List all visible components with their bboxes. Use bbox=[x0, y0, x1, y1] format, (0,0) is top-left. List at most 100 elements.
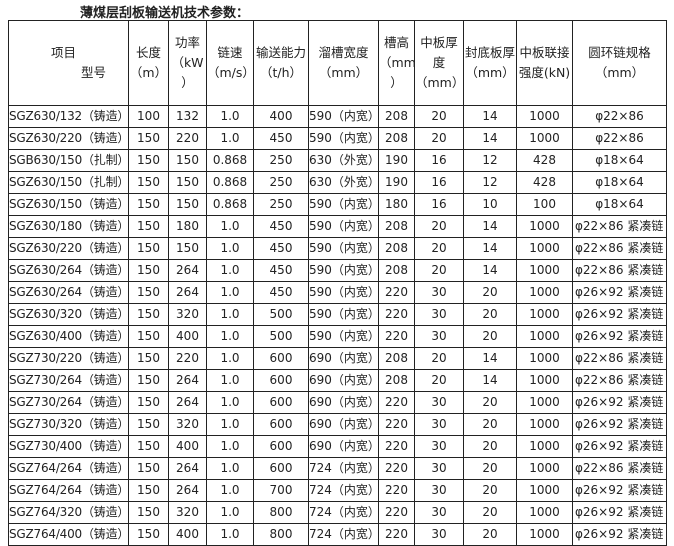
cell-joint-strength: 1000 bbox=[516, 237, 573, 260]
cell-middle-plate: 16 bbox=[414, 171, 464, 194]
table-row: SGZ630/220（铸造） 150 220 1.0 450 590（内宽） 208 20 14… bbox=[8, 127, 667, 150]
header-line: 功率 bbox=[174, 35, 200, 50]
cell-length: 150 bbox=[128, 193, 169, 216]
table-row: SGZ630/132（铸造） 100 132 1.0 400 590（内宽） 208 20 14… bbox=[8, 105, 667, 128]
cell-length: 150 bbox=[128, 435, 169, 458]
cell-bottom-plate: 10 bbox=[463, 193, 517, 216]
cell-bottom-plate: 14 bbox=[463, 237, 517, 260]
cell-chain-spec: φ26×92 紧凑链 bbox=[572, 501, 667, 524]
cell-trough-width: 630（外宽） bbox=[308, 171, 379, 194]
table-row: SGZ630/220（铸造） 150 150 1.0 450 590（内宽） 208 20 14… bbox=[8, 237, 667, 260]
table-row: SGZ730/320（铸造） 150 320 1.0 600 690（内宽） 220 30 20… bbox=[8, 413, 667, 436]
header-chain-spec: 圆环链规格 （mm） bbox=[572, 20, 667, 106]
cell-chain-spec: φ26×92 紧凑链 bbox=[572, 435, 667, 458]
cell-middle-plate: 20 bbox=[414, 105, 464, 128]
cell-chain-speed: 1.0 bbox=[206, 347, 254, 370]
cell-joint-strength: 1000 bbox=[516, 435, 573, 458]
cell-chain-speed: 1.0 bbox=[206, 391, 254, 414]
cell-power: 264 bbox=[168, 259, 207, 282]
cell-capacity: 450 bbox=[253, 237, 309, 260]
cell-model: SGZ630/220（铸造） bbox=[8, 237, 129, 260]
cell-bottom-plate: 14 bbox=[463, 369, 517, 392]
cell-chain-speed: 1.0 bbox=[206, 501, 254, 524]
cell-trough-width: 590（内宽） bbox=[308, 303, 379, 326]
cell-middle-plate: 20 bbox=[414, 347, 464, 370]
cell-chain-spec: φ18×64 bbox=[572, 171, 667, 194]
header-line: 溜槽宽度 bbox=[318, 45, 369, 60]
cell-chain-speed: 1.0 bbox=[206, 479, 254, 502]
cell-model: SGZ730/264（铸造） bbox=[8, 369, 129, 392]
header-line: 槽高 bbox=[383, 35, 409, 50]
cell-length: 150 bbox=[128, 391, 169, 414]
cell-capacity: 450 bbox=[253, 215, 309, 238]
cell-trough-width: 690（内宽） bbox=[308, 391, 379, 414]
cell-power: 150 bbox=[168, 193, 207, 216]
table-row: SGZ630/264（铸造） 150 264 1.0 450 590（内宽） 220 30 20… bbox=[8, 281, 667, 304]
table-row: SGZ730/264（铸造） 150 264 1.0 600 690（内宽） 208 20 14… bbox=[8, 369, 667, 392]
cell-trough-width: 590（内宽） bbox=[308, 325, 379, 348]
cell-joint-strength: 1000 bbox=[516, 127, 573, 150]
cell-capacity: 600 bbox=[253, 457, 309, 480]
cell-trough-height: 220 bbox=[378, 303, 415, 326]
cell-chain-spec: φ26×92 紧凑链 bbox=[572, 325, 667, 348]
cell-length: 150 bbox=[128, 281, 169, 304]
cell-bottom-plate: 20 bbox=[463, 281, 517, 304]
cell-model: SGZ630/264（铸造） bbox=[8, 259, 129, 282]
cell-joint-strength: 1000 bbox=[516, 413, 573, 436]
cell-length: 150 bbox=[128, 171, 169, 194]
cell-joint-strength: 1000 bbox=[516, 325, 573, 348]
cell-trough-width: 690（内宽） bbox=[308, 369, 379, 392]
table-row: SGZ730/220（铸造） 150 220 1.0 600 690（内宽） 208 20 14… bbox=[8, 347, 667, 370]
cell-model: SGZ630/150（铸造） bbox=[8, 193, 129, 216]
table-row: SGZ764/264（铸造） 150 264 1.0 600 724（内宽） 220 30 20… bbox=[8, 457, 667, 480]
cell-trough-width: 724（内宽） bbox=[308, 501, 379, 524]
cell-chain-spec: φ18×64 bbox=[572, 149, 667, 172]
table-row: SGZ630/180（铸造） 150 180 1.0 450 590（内宽） 208 20 14… bbox=[8, 215, 667, 238]
cell-middle-plate: 30 bbox=[414, 479, 464, 502]
cell-trough-height: 208 bbox=[378, 237, 415, 260]
cell-capacity: 450 bbox=[253, 127, 309, 150]
header-joint-strength: 中板联接 强度(kN) bbox=[516, 20, 573, 106]
cell-model: SGZ730/400（铸造） bbox=[8, 435, 129, 458]
cell-length: 150 bbox=[128, 479, 169, 502]
header-line: （mm） bbox=[415, 75, 464, 90]
cell-model: SGZ730/320（铸造） bbox=[8, 413, 129, 436]
cell-chain-speed: 1.0 bbox=[206, 259, 254, 282]
header-middle-plate: 中板厚度 （mm） bbox=[414, 20, 464, 106]
cell-middle-plate: 16 bbox=[414, 193, 464, 216]
cell-trough-width: 724（内宽） bbox=[308, 479, 379, 502]
cell-chain-speed: 1.0 bbox=[206, 105, 254, 128]
cell-capacity: 500 bbox=[253, 303, 309, 326]
cell-joint-strength: 1000 bbox=[516, 457, 573, 480]
cell-capacity: 600 bbox=[253, 435, 309, 458]
cell-trough-width: 724（内宽） bbox=[308, 457, 379, 480]
cell-power: 264 bbox=[168, 457, 207, 480]
cell-length: 150 bbox=[128, 413, 169, 436]
cell-middle-plate: 16 bbox=[414, 149, 464, 172]
cell-capacity: 450 bbox=[253, 281, 309, 304]
header-line: （mm） bbox=[594, 65, 645, 80]
cell-power: 150 bbox=[168, 237, 207, 260]
cell-middle-plate: 30 bbox=[414, 325, 464, 348]
cell-trough-height: 220 bbox=[378, 457, 415, 480]
cell-capacity: 600 bbox=[253, 391, 309, 414]
cell-power: 264 bbox=[168, 391, 207, 414]
table-row: SGZ630/150（扎制） 150 150 0.868 250 630（外宽） 190 16… bbox=[8, 171, 667, 194]
cell-model: SGZ730/264（铸造） bbox=[8, 391, 129, 414]
cell-power: 150 bbox=[168, 171, 207, 194]
cell-trough-height: 220 bbox=[378, 413, 415, 436]
cell-power: 320 bbox=[168, 413, 207, 436]
cell-trough-width: 690（内宽） bbox=[308, 435, 379, 458]
cell-joint-strength: 1000 bbox=[516, 391, 573, 414]
spec-table: 项目 型号 长度 （m） 功率 （kW）链速 （m/s） 输送能力 （t/h） 溜槽宽度 （mm）槽… bbox=[8, 20, 667, 546]
cell-chain-spec: φ22×86 bbox=[572, 105, 667, 128]
cell-capacity: 450 bbox=[253, 259, 309, 282]
cell-power: 180 bbox=[168, 215, 207, 238]
cell-joint-strength: 1000 bbox=[516, 215, 573, 238]
cell-model: SGZ730/220（铸造） bbox=[8, 347, 129, 370]
cell-length: 150 bbox=[128, 149, 169, 172]
cell-middle-plate: 30 bbox=[414, 281, 464, 304]
table-row: SGZ764/320（铸造） 150 320 1.0 800 724（内宽） 220 30 20… bbox=[8, 501, 667, 524]
cell-length: 150 bbox=[128, 303, 169, 326]
cell-chain-spec: φ22×86 紧凑链 bbox=[572, 457, 667, 480]
